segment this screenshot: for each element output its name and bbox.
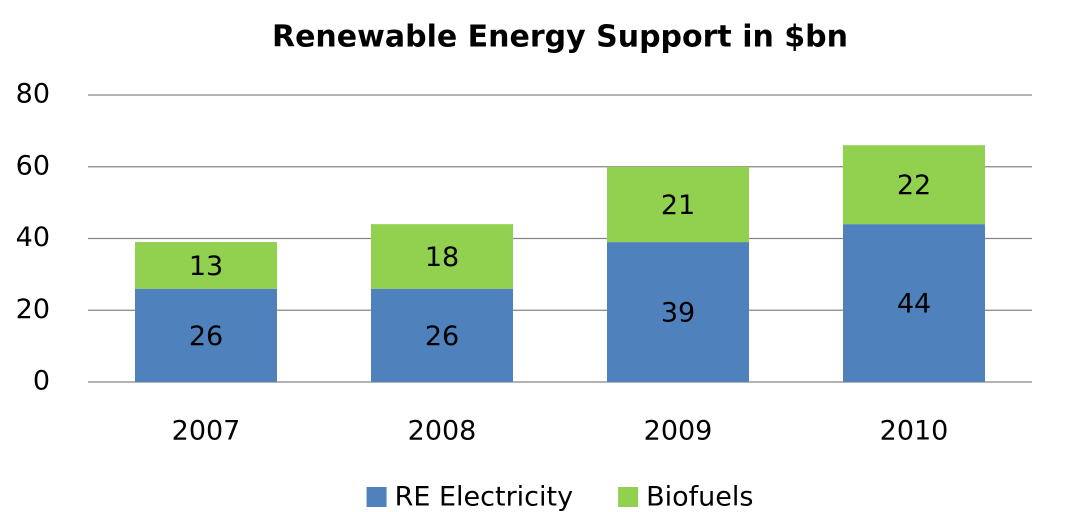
y-tick-label: 60 bbox=[16, 150, 50, 181]
data-label: 21 bbox=[661, 190, 695, 221]
x-tick-label: 2007 bbox=[172, 416, 241, 447]
legend-swatch bbox=[618, 487, 639, 507]
data-label: 26 bbox=[189, 321, 223, 352]
data-label: 22 bbox=[897, 170, 931, 201]
bar-segment bbox=[607, 166, 749, 243]
data-label: 44 bbox=[897, 289, 931, 320]
x-tick-label: 2008 bbox=[408, 416, 477, 447]
legend-swatch bbox=[366, 487, 387, 507]
x-tick-label: 2009 bbox=[644, 416, 713, 447]
y-tick-label: 80 bbox=[16, 79, 50, 110]
data-label: 13 bbox=[189, 251, 223, 282]
data-label: 26 bbox=[425, 321, 459, 352]
bar-segment bbox=[371, 224, 513, 289]
legend-label: Biofuels bbox=[646, 482, 753, 512]
bar-segment bbox=[607, 242, 749, 382]
data-label: 39 bbox=[661, 298, 695, 329]
legend-label: RE Electricity bbox=[395, 482, 574, 512]
chart-title: Renewable Energy Support in $bn bbox=[272, 20, 848, 55]
bar-segment bbox=[135, 242, 277, 289]
data-label: 18 bbox=[425, 242, 459, 273]
bar-segment bbox=[371, 288, 513, 382]
y-tick-label: 20 bbox=[16, 294, 50, 325]
y-tick-label: 0 bbox=[33, 366, 50, 397]
y-tick-label: 40 bbox=[16, 222, 50, 253]
x-tick-label: 2010 bbox=[880, 416, 949, 447]
bar-segment bbox=[843, 145, 985, 225]
bar-segment bbox=[135, 288, 277, 382]
bar-segment bbox=[843, 224, 985, 382]
